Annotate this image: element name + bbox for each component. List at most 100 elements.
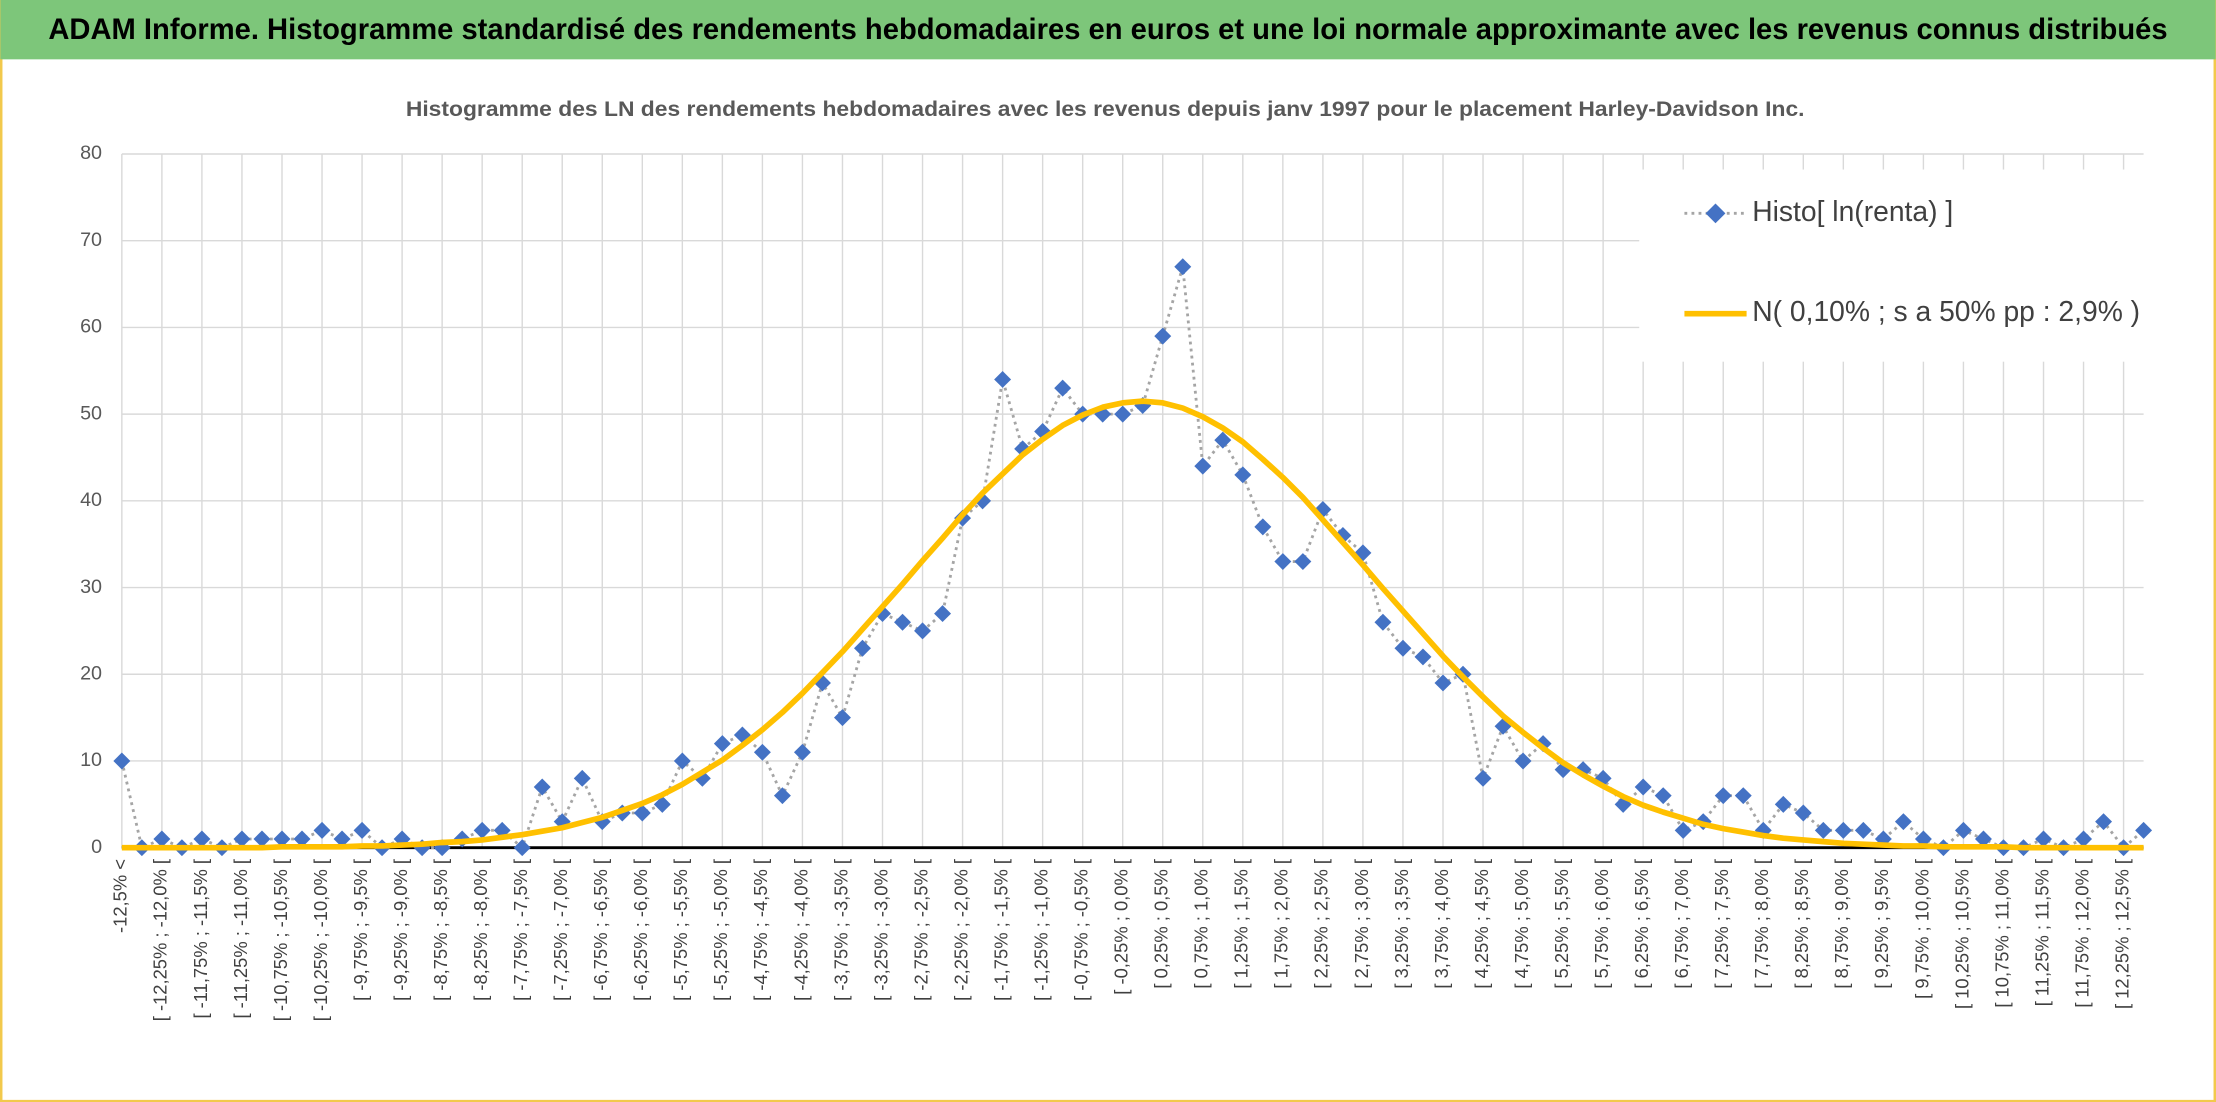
x-tick-label: [ -0,25% ; 0,0% [ xyxy=(1111,859,1132,995)
x-tick-label: [ 5,25% ; 5,5% [ xyxy=(1551,859,1572,989)
marker xyxy=(1894,813,1912,831)
x-tick-label: [ 11,25% ; 11,5% [ xyxy=(2031,859,2052,1006)
x-tick-label: [ -6,25% ; -6,0% [ xyxy=(630,859,651,1001)
x-tick-label: [ -2,25% ; -2,0% [ xyxy=(950,859,971,1001)
marker xyxy=(273,830,291,848)
header-bar xyxy=(0,0,2216,60)
marker xyxy=(1254,518,1272,536)
x-tick-label: [ 7,75% ; 8,0% [ xyxy=(1751,859,1772,989)
x-tick-label: [ 8,25% ; 8,5% [ xyxy=(1791,859,1812,989)
x-tick-label: [ 1,25% ; 1,5% [ xyxy=(1231,859,1252,989)
x-tick-label: [ 3,75% ; 4,0% [ xyxy=(1431,859,1452,989)
x-tick-label: [ -1,75% ; -1,5% [ xyxy=(990,859,1011,1001)
x-tick-label: [ -5,25% ; -5,0% [ xyxy=(710,859,731,1001)
y-tick-label: 40 xyxy=(80,489,102,511)
x-tick-label: [ 2,75% ; 3,0% [ xyxy=(1351,859,1372,989)
x-tick-label: [ -10,25% ; -10,0% [ xyxy=(310,859,331,1021)
x-tick-label: [ 8,75% ; 9,0% [ xyxy=(1831,859,1852,989)
marker xyxy=(833,709,851,727)
legend-box xyxy=(1639,169,2146,362)
legend: Histo[ ln(renta) ] N( 0,10% ; s a 50% pp … xyxy=(1639,169,2146,362)
x-tick-label: [ -3,25% ; -3,0% [ xyxy=(870,859,891,1001)
x-tick-label: [ 10,75% ; 11,0% [ xyxy=(1991,859,2012,1008)
marker xyxy=(1634,778,1652,796)
x-tick-label: [ 9,25% ; 9,5% [ xyxy=(1871,859,1892,989)
x-tick-label: [ -12,25% ; -12,0% [ xyxy=(150,859,171,1021)
x-tick-label: [ 12,25% ; 12,5% [ xyxy=(2111,859,2132,1009)
x-tick-label: [ 6,25% ; 6,5% [ xyxy=(1631,859,1652,989)
marker xyxy=(2135,821,2153,839)
marker xyxy=(1294,553,1312,571)
x-tick-label: [ -8,75% ; -8,5% [ xyxy=(430,859,451,1001)
marker xyxy=(533,778,551,796)
marker xyxy=(473,821,491,839)
y-tick-label: 10 xyxy=(80,749,102,771)
marker xyxy=(1794,804,1812,822)
legend-label: Histo[ ln(renta) ] xyxy=(1752,195,1953,227)
legend-label: N( 0,10% ; s a 50% pp : 2,9% ) xyxy=(1752,295,2140,327)
marker xyxy=(113,752,131,770)
y-tick-label: 80 xyxy=(80,142,102,164)
x-tick-label: [ 0,75% ; 1,0% [ xyxy=(1191,859,1212,989)
marker xyxy=(1214,431,1232,449)
chart-title: Histogramme des LN des rendements hebdom… xyxy=(406,98,1805,121)
marker xyxy=(854,639,871,657)
x-tick-label: [ 11,75% ; 12,0% [ xyxy=(2071,859,2092,1008)
marker xyxy=(353,821,371,839)
marker xyxy=(773,787,791,805)
x-tick-label: -12,5% < xyxy=(110,859,131,933)
x-tick-label: [ 3,25% ; 3,5% [ xyxy=(1391,859,1412,989)
y-tick-label: 20 xyxy=(80,662,102,684)
x-tick-label: [ -4,75% ; -4,5% [ xyxy=(750,859,771,1001)
marker xyxy=(653,795,671,813)
marker xyxy=(1234,466,1252,484)
y-tick-label: 70 xyxy=(80,229,102,251)
marker xyxy=(934,605,952,623)
x-tick-label: [ -5,75% ; -5,5% [ xyxy=(670,859,691,1001)
marker xyxy=(513,839,531,857)
marker xyxy=(673,752,691,770)
x-tick-label: [ -7,25% ; -7,0% [ xyxy=(550,859,571,1001)
marker xyxy=(894,613,912,631)
legend-marker xyxy=(1705,203,1726,224)
header-title: ADAM Informe. Histogramme standardisé de… xyxy=(48,13,2167,46)
marker xyxy=(753,743,771,761)
marker xyxy=(1114,405,1132,423)
marker xyxy=(633,804,651,822)
marker xyxy=(1854,821,1872,839)
x-tick-label: [ -8,25% ; -8,0% [ xyxy=(470,859,491,1001)
marker xyxy=(573,769,591,787)
y-tick-label: 0 xyxy=(91,836,102,858)
marker xyxy=(1774,795,1792,813)
marker xyxy=(333,830,351,848)
marker xyxy=(994,370,1012,388)
x-tick-label: [ 4,25% ; 4,5% [ xyxy=(1471,859,1492,989)
marker xyxy=(1154,327,1172,345)
y-tick-label: 50 xyxy=(80,402,102,424)
x-tick-label: [ -9,25% ; -9,0% [ xyxy=(390,859,411,1001)
marker xyxy=(233,830,251,848)
marker xyxy=(2035,830,2052,848)
grid: -12,5% < [ -12,25% ; -12,0% [ [ -11,75% ; … xyxy=(80,142,2144,1021)
x-tick-label: [ 7,25% ; 7,5% [ xyxy=(1711,859,1732,989)
marker xyxy=(293,830,311,848)
marker xyxy=(1834,821,1852,839)
marker xyxy=(914,622,932,640)
x-tick-label: [ 2,25% ; 2,5% [ xyxy=(1311,859,1332,989)
x-tick-label: [ 0,25% ; 0,5% [ xyxy=(1151,859,1172,989)
marker xyxy=(1674,821,1692,839)
y-tick-label: 60 xyxy=(80,316,102,338)
marker xyxy=(1714,787,1732,805)
x-tick-label: [ -9,75% ; -9,5% [ xyxy=(350,859,371,1001)
x-tick-label: [ -6,75% ; -6,5% [ xyxy=(590,859,611,1001)
marker xyxy=(2075,830,2093,848)
marker xyxy=(2095,813,2113,831)
x-tick-label: [ -0,75% ; -0,5% [ xyxy=(1071,859,1092,1001)
x-tick-label: [ 1,75% ; 2,0% [ xyxy=(1271,859,1292,989)
x-tick-label: [ 4,75% ; 5,0% [ xyxy=(1511,859,1532,989)
marker xyxy=(1434,674,1452,692)
x-tick-label: [ -11,75% ; -11,5% [ xyxy=(190,859,211,1019)
x-tick-label: [ -11,25% ; -11,0% [ xyxy=(230,859,251,1019)
x-tick-label: [ -7,75% ; -7,5% [ xyxy=(510,859,531,1001)
